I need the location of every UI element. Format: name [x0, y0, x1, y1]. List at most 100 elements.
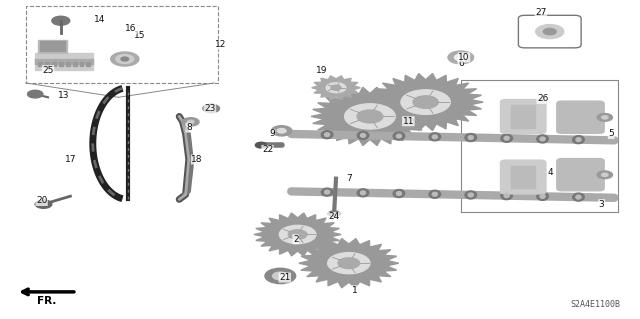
Polygon shape [311, 87, 429, 145]
Ellipse shape [324, 190, 330, 194]
Bar [38, 62, 42, 66]
Circle shape [121, 57, 129, 61]
Text: 3: 3 [599, 200, 604, 209]
Circle shape [602, 173, 608, 176]
Bar [511, 105, 535, 128]
Text: 21: 21 [279, 273, 291, 282]
Ellipse shape [429, 133, 440, 141]
FancyBboxPatch shape [557, 159, 604, 191]
Ellipse shape [573, 136, 584, 144]
Ellipse shape [321, 131, 333, 139]
Text: 6: 6 [458, 59, 463, 68]
Polygon shape [368, 74, 483, 130]
FancyBboxPatch shape [500, 160, 546, 194]
Circle shape [273, 272, 288, 280]
FancyBboxPatch shape [557, 101, 604, 133]
Ellipse shape [360, 133, 365, 137]
Circle shape [279, 225, 316, 244]
Ellipse shape [540, 195, 545, 198]
Text: 16: 16 [125, 24, 137, 33]
Ellipse shape [501, 134, 513, 142]
Ellipse shape [357, 189, 369, 197]
Text: 18: 18 [191, 155, 203, 164]
Text: 7: 7 [346, 174, 351, 183]
Circle shape [116, 55, 134, 63]
Text: S2A4E1100B: S2A4E1100B [571, 300, 621, 309]
Circle shape [454, 54, 467, 61]
Text: 15: 15 [134, 31, 145, 40]
Circle shape [328, 253, 370, 274]
Text: 20: 20 [36, 197, 47, 205]
Bar [38, 40, 67, 53]
Circle shape [344, 104, 396, 129]
Ellipse shape [465, 191, 477, 199]
Bar [45, 62, 49, 66]
Ellipse shape [360, 191, 365, 195]
Polygon shape [254, 213, 341, 256]
Circle shape [203, 104, 220, 113]
Text: 9: 9 [269, 130, 275, 138]
Ellipse shape [501, 192, 513, 200]
Circle shape [597, 171, 612, 179]
Circle shape [543, 28, 556, 35]
Bar [511, 166, 535, 188]
Bar [86, 62, 90, 66]
Ellipse shape [321, 188, 333, 196]
Ellipse shape [396, 134, 401, 138]
Ellipse shape [324, 133, 330, 137]
Circle shape [597, 114, 612, 121]
Ellipse shape [576, 195, 581, 199]
Text: 17: 17 [65, 155, 76, 164]
Text: 8: 8 [186, 123, 191, 132]
Ellipse shape [504, 194, 509, 197]
Ellipse shape [573, 193, 584, 201]
Text: 13: 13 [58, 91, 70, 100]
Text: 12: 12 [215, 40, 227, 49]
FancyBboxPatch shape [500, 100, 546, 133]
Text: 23: 23 [204, 104, 216, 113]
Ellipse shape [537, 135, 548, 143]
Circle shape [331, 85, 341, 90]
Ellipse shape [357, 131, 369, 139]
Text: 24: 24 [328, 212, 340, 221]
Ellipse shape [576, 138, 581, 142]
Circle shape [602, 116, 608, 119]
Ellipse shape [432, 192, 437, 196]
Text: 27: 27 [535, 8, 547, 17]
Circle shape [328, 211, 340, 217]
Bar [35, 53, 93, 70]
Text: 10: 10 [458, 53, 470, 62]
Ellipse shape [540, 137, 545, 141]
Ellipse shape [504, 136, 509, 140]
Circle shape [255, 142, 267, 148]
Circle shape [413, 96, 438, 108]
Text: 25: 25 [42, 66, 54, 75]
Circle shape [326, 83, 346, 93]
Circle shape [401, 90, 451, 114]
Bar [35, 59, 93, 64]
Polygon shape [312, 76, 360, 100]
Text: 1: 1 [353, 286, 358, 295]
Bar [59, 62, 63, 66]
Polygon shape [299, 239, 399, 288]
Ellipse shape [393, 132, 404, 140]
Text: 14: 14 [93, 15, 105, 24]
Text: 19: 19 [316, 66, 327, 75]
Circle shape [448, 51, 474, 64]
Text: FR.: FR. [37, 296, 56, 306]
Ellipse shape [396, 192, 401, 196]
Ellipse shape [468, 193, 474, 197]
Ellipse shape [393, 189, 404, 197]
Circle shape [111, 52, 139, 66]
Bar [40, 41, 65, 51]
Ellipse shape [429, 190, 440, 198]
Circle shape [182, 118, 199, 126]
Circle shape [338, 258, 360, 269]
Bar [52, 62, 56, 66]
Bar [79, 62, 83, 66]
Circle shape [188, 120, 194, 123]
Bar [66, 62, 70, 66]
Circle shape [208, 107, 214, 110]
Text: 26: 26 [537, 94, 548, 103]
Circle shape [288, 230, 307, 239]
